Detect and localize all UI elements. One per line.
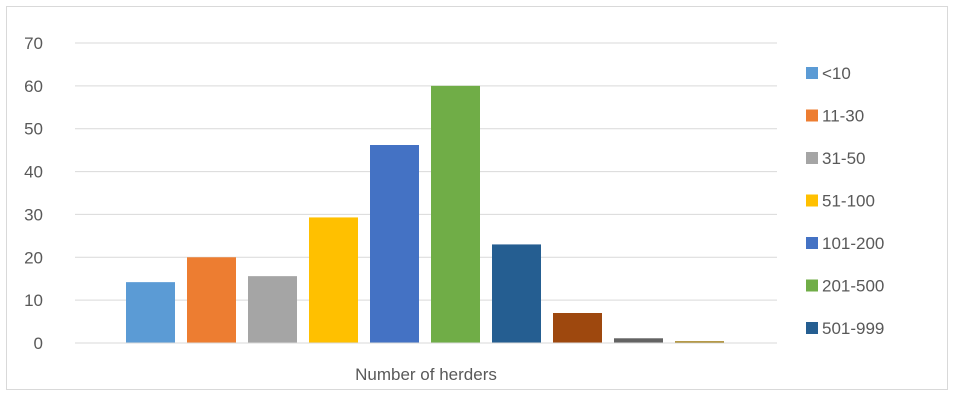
legend-item: 201-500 (806, 277, 884, 296)
legend: <10 11-30 31-50 51-100 101-200 201-500 501-999 (806, 64, 884, 338)
legend-swatch (806, 237, 818, 249)
legend-item: <10 (806, 64, 851, 83)
x-axis-label: Number of herders (355, 365, 497, 384)
y-tick-label: 20 (24, 248, 43, 267)
legend-swatch (806, 152, 818, 164)
bar-series-8 (553, 313, 602, 343)
legend-item: 101-200 (806, 234, 884, 253)
legend-label: 101-200 (822, 234, 884, 253)
legend-label: 201-500 (822, 277, 884, 296)
y-tick-label: 40 (24, 163, 43, 182)
bar-201-500 (431, 86, 480, 343)
legend-swatch (806, 280, 818, 292)
y-tick-label: 50 (24, 120, 43, 139)
bar-chart: 0 10 20 30 40 50 60 70 Number of herders <10 11-… (7, 7, 949, 391)
bar-31-50 (248, 276, 297, 343)
legend-item: 501-999 (806, 319, 884, 338)
legend-label: 11-30 (822, 107, 864, 126)
y-tick-label: 30 (24, 205, 43, 224)
bar-51-100 (309, 217, 358, 343)
y-tick-label: 0 (34, 334, 43, 353)
y-axis-ticks: 0 10 20 30 40 50 60 70 (24, 34, 43, 353)
legend-label: 51-100 (822, 192, 875, 211)
legend-label: <10 (822, 64, 851, 83)
legend-swatch (806, 195, 818, 207)
legend-item: 31-50 (806, 149, 865, 168)
legend-swatch (806, 67, 818, 79)
legend-item: 11-30 (806, 107, 864, 126)
bar-501-999 (492, 244, 541, 343)
gridlines (75, 43, 777, 300)
legend-label: 501-999 (822, 319, 884, 338)
legend-label: 31-50 (822, 149, 865, 168)
bar-11-30 (187, 257, 236, 343)
bar-101-200 (370, 145, 419, 343)
legend-swatch (806, 322, 818, 334)
legend-swatch (806, 110, 818, 122)
legend-item: 51-100 (806, 192, 875, 211)
y-tick-label: 10 (24, 291, 43, 310)
chart-frame: 0 10 20 30 40 50 60 70 Number of herders <10 11-… (6, 6, 948, 390)
bar-series-9 (614, 338, 663, 343)
y-tick-label: 60 (24, 77, 43, 96)
bar-<10 (126, 282, 175, 343)
y-tick-label: 70 (24, 34, 43, 53)
